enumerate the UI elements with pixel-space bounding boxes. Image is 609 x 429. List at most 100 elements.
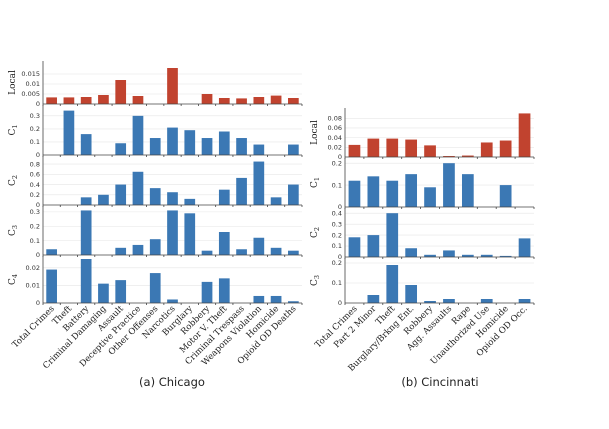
y-tick-label: 0.1 (332, 181, 342, 189)
y-tick-label: 0.2 (332, 159, 342, 167)
bar (218, 131, 230, 155)
bar (424, 254, 436, 257)
bar (218, 232, 230, 255)
y-tick-label: 0.3 (332, 220, 342, 228)
bar (288, 144, 299, 155)
bar (132, 244, 144, 255)
cincinnati-panel: 0.080.060.040.020Local0.20.10C10.40.30.2… (310, 108, 535, 374)
bar (236, 249, 247, 255)
bar (149, 138, 161, 155)
bar (270, 247, 282, 255)
y-tick-label: 0.015 (21, 70, 40, 78)
y-tick-label: 0 (36, 151, 40, 159)
bar (218, 98, 230, 104)
bar (46, 269, 57, 303)
bar (348, 237, 361, 257)
bar (480, 299, 493, 303)
chicago-row-4: 0.02 0.01 0 C4 (8, 256, 303, 307)
bar (288, 250, 299, 255)
bar (480, 254, 493, 257)
y-tick-label: 0 (36, 201, 40, 209)
bar (236, 98, 247, 104)
bar (149, 239, 161, 255)
y-tick-label: 0.2 (30, 125, 40, 133)
bar (461, 155, 474, 157)
bar (424, 301, 436, 303)
row-label: C3 (8, 225, 19, 236)
cincinnati-row-2: 0.4 0.3 0.2 0.1 0 C2 (310, 208, 535, 261)
bar (80, 134, 92, 155)
bar (288, 98, 299, 104)
y-tick-label: 0.3 (30, 208, 40, 216)
bar (386, 265, 399, 303)
bar (46, 97, 57, 104)
bar (115, 80, 127, 104)
bar (167, 210, 178, 255)
row-label: C2 (310, 227, 321, 238)
bar (386, 138, 399, 157)
bar (115, 143, 127, 155)
bar (270, 295, 282, 303)
y-tick-label: 0.01 (26, 282, 40, 290)
bar (443, 163, 455, 207)
chicago-panel: 0.0150.010.0050Local0.30.20.10C10.80.60.… (8, 61, 303, 371)
y-tick-label: 0 (36, 251, 40, 259)
bar (253, 161, 265, 205)
y-tick-label: 0.02 (328, 144, 342, 152)
row-label: Local (8, 70, 18, 95)
bar (424, 145, 436, 157)
bar (253, 295, 265, 303)
bar (253, 144, 265, 155)
bar (386, 180, 399, 207)
bar (367, 235, 380, 257)
bar (115, 184, 127, 205)
chicago-row-0: 0.015 0.01 0.005 0 Local (8, 61, 303, 108)
y-tick-label: 0 (338, 153, 342, 161)
y-tick-label: 0.1 (30, 138, 40, 146)
bar (80, 259, 92, 303)
row-label: C3 (310, 275, 321, 286)
y-tick-label: 0.2 (332, 259, 342, 267)
y-tick-label: 0.02 (26, 264, 40, 272)
y-tick-label: 0.1 (332, 279, 342, 287)
chicago-row-1: 0.3 0.2 0.1 0 C1 (8, 105, 303, 159)
y-tick-label: 0 (338, 253, 342, 261)
bar (132, 171, 144, 205)
bar (115, 280, 127, 303)
cincinnati-row-0: 0.08 0.06 0.04 0.020 Local (310, 108, 535, 161)
bar (63, 97, 75, 104)
bar (167, 127, 178, 155)
bar (218, 189, 230, 205)
bar (518, 113, 531, 157)
bar (184, 198, 196, 205)
bar (499, 185, 512, 207)
cincinnati-row-1: 0.2 0.1 0 C1 (310, 158, 535, 211)
bar (443, 299, 455, 303)
bar (167, 299, 178, 303)
chicago-caption: (a) Chicago (139, 375, 205, 389)
bar (405, 285, 418, 303)
bar (461, 254, 474, 257)
y-tick-label: 0.005 (21, 90, 40, 98)
bar (348, 144, 361, 157)
bar (499, 255, 512, 257)
y-tick-label: 0 (338, 299, 342, 307)
bar (132, 96, 144, 104)
y-tick-label: 0.1 (332, 242, 342, 250)
bar (132, 115, 144, 155)
bar (270, 95, 282, 104)
bar (201, 281, 213, 303)
bar (98, 283, 109, 303)
bar (480, 142, 493, 157)
y-tick-label: 0.3 (30, 112, 40, 120)
bar (288, 301, 299, 303)
bar (270, 197, 282, 205)
y-tick-label: 0.4 (332, 209, 342, 217)
bar (518, 299, 531, 303)
y-tick-label: 0 (36, 100, 40, 108)
bar (386, 213, 399, 257)
y-tick-label: 0.8 (30, 160, 40, 168)
bar (424, 187, 436, 207)
bar (348, 180, 361, 207)
